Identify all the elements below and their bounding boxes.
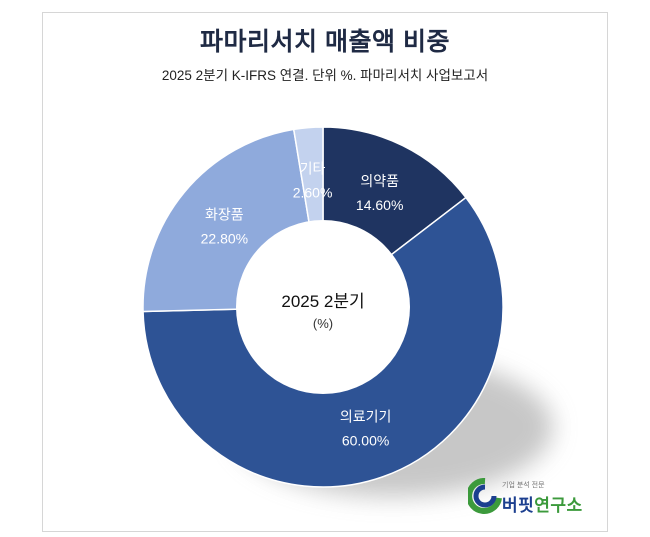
slice-category-label: 화장품 — [205, 206, 244, 222]
donut-hole — [236, 220, 410, 394]
logo-mark-icon — [468, 478, 502, 514]
slice-category-label: 의료기기 — [340, 409, 392, 425]
brand-logo: 기업 분석 전문 버핏연구소 — [466, 470, 606, 520]
chart-subtitle: 2025 2분기 K-IFRS 연결. 단위 %. 파마리서치 사업보고서 — [161, 68, 489, 83]
center-label-main: 2025 2분기 — [281, 292, 364, 311]
logo-name-part1: 버핏 — [502, 496, 535, 515]
chart-title: 파마리서치 매출액 비중 — [200, 28, 450, 56]
slice-value-label: 2.60% — [293, 184, 333, 200]
logo-tagline: 기업 분석 전문 — [502, 482, 545, 489]
center-label-unit: (%) — [313, 316, 333, 331]
slice-category-label: 의약품 — [360, 173, 399, 189]
logo-name: 버핏연구소 — [502, 491, 583, 516]
slice-value-label: 22.80% — [201, 230, 248, 246]
slice-value-label: 60.00% — [342, 433, 389, 449]
slice-category-label: 기타 — [300, 160, 326, 176]
slice-value-label: 14.60% — [356, 197, 403, 213]
logo-name-part2: 연구소 — [534, 496, 583, 515]
